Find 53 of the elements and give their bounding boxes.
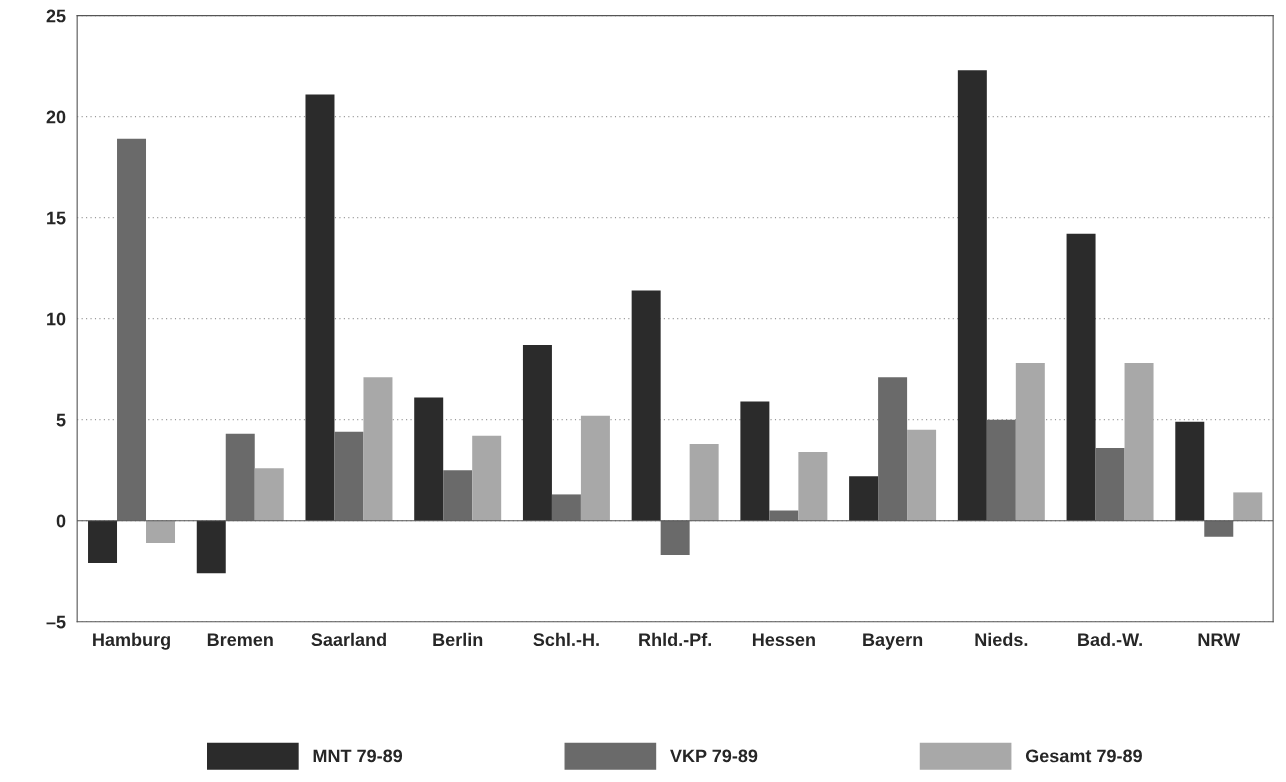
y-tick-label: 10	[47, 312, 66, 326]
bar	[225, 433, 255, 521]
x-tick-label: Schl.-H.	[533, 632, 599, 647]
bar	[740, 401, 770, 521]
bar	[363, 377, 393, 521]
bar	[878, 377, 908, 521]
bar	[305, 94, 335, 521]
bar	[443, 470, 473, 521]
x-tick-label: Saarland	[311, 632, 386, 647]
legend-label: VKP 79-89	[670, 749, 758, 763]
x-tick-label: Bayern	[863, 633, 923, 650]
bar	[88, 520, 118, 564]
bar	[1015, 363, 1045, 521]
bar	[1175, 421, 1205, 521]
bar	[849, 476, 879, 521]
bar	[1233, 492, 1263, 521]
bar	[1124, 363, 1154, 521]
bar	[1204, 520, 1234, 537]
x-tick-label: Berlin	[433, 632, 483, 647]
x-tick-label: Nieds.	[975, 632, 1028, 647]
legend-label: Gesamt 79-89	[1025, 749, 1142, 763]
legend-label: MNT 79-89	[313, 749, 403, 763]
bar	[660, 520, 690, 556]
bar	[414, 397, 444, 521]
bar	[254, 468, 284, 521]
x-tick-label: NRW	[1198, 633, 1241, 646]
bar	[580, 415, 610, 521]
bar	[472, 435, 502, 521]
bar	[907, 429, 937, 521]
bar	[957, 70, 987, 521]
x-tick-label: Bremen	[207, 633, 273, 647]
x-tick-label: Hamburg	[93, 632, 170, 650]
bar	[334, 431, 364, 521]
bar	[522, 344, 552, 521]
bar	[631, 290, 661, 521]
bar	[196, 520, 226, 574]
bar	[551, 494, 581, 521]
y-tick-label: 15	[47, 211, 66, 225]
y-tick-label: 0	[56, 514, 66, 528]
bar	[986, 419, 1016, 521]
y-tick-label: 25	[46, 9, 66, 23]
y-tick-label: –5	[46, 615, 66, 629]
x-tick-label: Bad.-W.	[1078, 632, 1142, 647]
x-tick-label: Rhld.-Pf.	[639, 632, 712, 647]
bar	[117, 138, 147, 521]
bar	[689, 443, 719, 521]
bar	[146, 520, 176, 543]
bar	[1066, 233, 1096, 521]
bar	[1095, 447, 1125, 521]
bar	[798, 452, 828, 521]
x-tick-label: Hessen	[752, 633, 815, 647]
y-tick-label: 20	[46, 110, 66, 124]
y-tick-label: 5	[56, 413, 66, 427]
